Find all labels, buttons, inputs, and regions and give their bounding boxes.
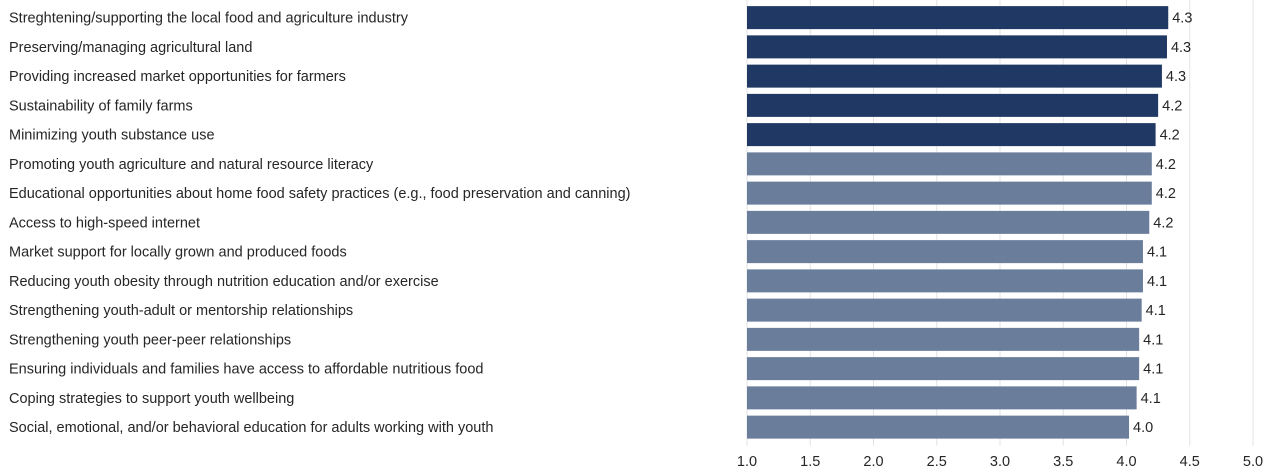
value-label: 4.1 — [1143, 362, 1163, 378]
value-label: 4.2 — [1156, 186, 1176, 202]
x-tick-label: 1.5 — [800, 454, 820, 469]
category-label: Strengthening youth peer-peer relationsh… — [9, 332, 291, 348]
bar — [747, 240, 1143, 264]
bar — [747, 6, 1169, 30]
value-label: 4.2 — [1162, 98, 1182, 114]
value-label: 4.3 — [1166, 69, 1186, 85]
bar — [747, 35, 1167, 59]
value-labels: 4.3 4.3 4.3 4.2 4.2 4.2 4.2 4.2 4.1 4.1 4.1 4.1 4.1 4… — [1133, 11, 1192, 437]
x-tick-label: 3.5 — [1053, 454, 1073, 469]
category-label: Educational opportunities about home foo… — [9, 186, 630, 202]
value-label: 4.2 — [1156, 157, 1176, 173]
value-label: 4.1 — [1147, 274, 1167, 290]
bar — [747, 210, 1150, 234]
category-label: Strengthening youth-adult or mentorship … — [9, 303, 353, 319]
value-label: 4.2 — [1160, 128, 1180, 144]
category-label: Minimizing youth substance use — [9, 128, 215, 144]
bar — [747, 93, 1159, 117]
bar — [747, 123, 1156, 147]
category-label: Access to high-speed internet — [9, 215, 200, 231]
category-label: Social, emotional, and/or behavioral edu… — [9, 420, 493, 436]
value-label: 4.1 — [1146, 303, 1166, 319]
category-label: Promoting youth agriculture and natural … — [9, 157, 374, 173]
category-label: Reducing youth obesity through nutrition… — [9, 274, 439, 290]
category-label: Market support for locally grown and pro… — [9, 245, 347, 261]
bar — [747, 269, 1143, 293]
x-axis-ticks: 1.0 1.5 2.0 2.5 3.0 3.5 4.0 4.5 5.0 — [737, 454, 1263, 469]
category-label: Sustainability of family farms — [9, 98, 193, 114]
category-label: Ensuring individuals and families have a… — [9, 362, 484, 378]
value-label: 4.0 — [1133, 420, 1153, 436]
x-tick-label: 2.0 — [863, 454, 883, 469]
value-label: 4.3 — [1172, 11, 1192, 27]
bar — [747, 327, 1140, 351]
value-label: 4.1 — [1141, 391, 1161, 407]
value-label: 4.3 — [1171, 40, 1191, 56]
bar — [747, 64, 1162, 88]
x-tick-label: 3.0 — [990, 454, 1010, 469]
x-tick-label: 5.0 — [1243, 454, 1263, 469]
value-label: 4.1 — [1143, 332, 1163, 348]
value-label: 4.1 — [1147, 245, 1167, 261]
category-label: Preserving/managing agricultural land — [9, 40, 252, 56]
bar — [747, 357, 1140, 381]
x-tick-label: 1.0 — [737, 454, 757, 469]
category-label: Providing increased market opportunities… — [9, 69, 346, 85]
bar — [747, 386, 1137, 410]
x-tick-label: 4.5 — [1180, 454, 1200, 469]
value-label: 4.2 — [1153, 215, 1173, 231]
bar — [747, 415, 1130, 439]
bar — [747, 181, 1152, 205]
x-tick-label: 2.5 — [927, 454, 947, 469]
bars — [747, 6, 1169, 439]
bar — [747, 298, 1142, 322]
category-label: Streghtening/supporting the local food a… — [9, 11, 409, 27]
bar — [747, 152, 1152, 176]
category-labels: Streghtening/supporting the local food a… — [9, 11, 630, 437]
category-label: Coping strategies to support youth wellb… — [9, 391, 294, 407]
x-tick-label: 4.0 — [1116, 454, 1136, 469]
